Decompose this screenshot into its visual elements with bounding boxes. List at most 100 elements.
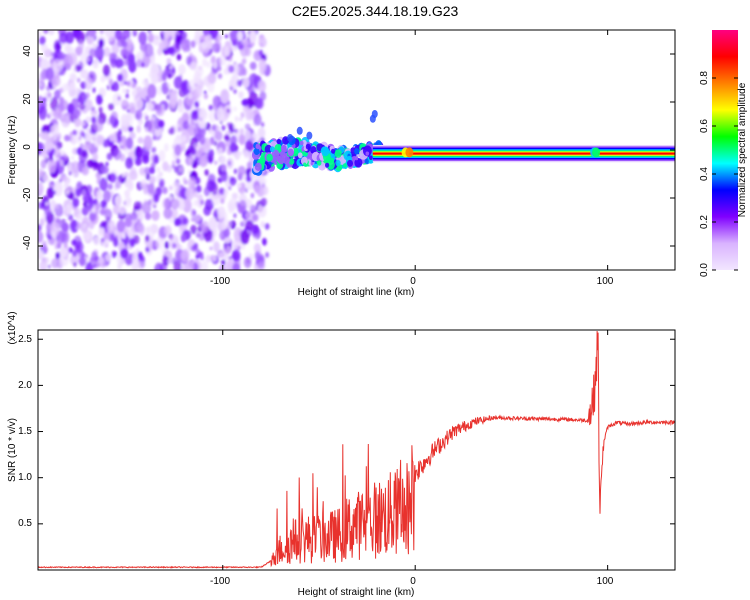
noise-blob (92, 152, 99, 162)
noise-blob (228, 124, 235, 134)
noise-blob (238, 91, 244, 99)
noise-blob (59, 96, 65, 104)
transition-blob (354, 158, 363, 168)
noise-blob (243, 256, 252, 269)
noise-blob (245, 175, 252, 183)
noise-blob (195, 254, 199, 260)
noise-blob (196, 151, 201, 158)
noise-blob (199, 135, 206, 145)
noise-blob (45, 201, 49, 206)
noise-blob (253, 113, 262, 126)
noise-blob (121, 172, 126, 178)
noise-blob (195, 232, 201, 238)
noise-blob (48, 159, 57, 174)
noise-blob (76, 77, 81, 83)
y-tick-label: 0 (22, 144, 33, 150)
noise-blob (119, 81, 125, 87)
noise-blob (164, 241, 170, 250)
noise-blob (78, 102, 86, 111)
noise-blob (42, 240, 47, 248)
snr-x-axis-label: Height of straight line (km) (298, 587, 415, 598)
noise-blob (108, 78, 114, 86)
noise-blob (102, 190, 111, 203)
noise-blob (251, 224, 260, 235)
noise-blob (177, 200, 185, 211)
noise-blob (93, 199, 97, 204)
noise-blob (113, 148, 122, 161)
noise-blob (250, 192, 255, 199)
snr-y-multiplier: (x10^4) (7, 311, 18, 344)
colorbar-tick-label: 0.2 (699, 215, 710, 229)
colorbar-ticks (712, 77, 738, 271)
noise-blob (148, 166, 156, 175)
noise-blob (144, 95, 151, 104)
noise-blob (136, 51, 145, 60)
noise-blob (40, 58, 50, 72)
noise-blob (122, 88, 127, 94)
noise-blob (123, 59, 128, 66)
noise-blob (91, 251, 98, 261)
noise-blob (163, 143, 169, 152)
noise-blob (38, 250, 44, 260)
noise-blob (98, 106, 103, 114)
noise-blob (141, 183, 147, 190)
noise-blob (72, 30, 82, 39)
transition-blob (255, 143, 261, 150)
noise-blob (210, 55, 216, 65)
noise-blob (48, 30, 55, 36)
transition-blob (300, 156, 308, 166)
noise-blob (168, 46, 175, 55)
transition-blob (277, 154, 286, 165)
noise-blob (214, 160, 218, 165)
noise-blob (153, 155, 160, 164)
noise-blob (93, 236, 100, 246)
noise-blob (94, 45, 105, 61)
carrier-band (372, 144, 675, 163)
transition-blob (310, 161, 314, 166)
noise-blob (120, 67, 124, 73)
noise-blob (89, 128, 96, 135)
noise-blob (133, 201, 142, 211)
transition-blob (253, 148, 260, 155)
noise-blob (179, 167, 183, 172)
noise-blob (164, 30, 172, 40)
noise-blob (61, 222, 69, 233)
noise-blob (115, 58, 124, 69)
noise-blob (82, 144, 86, 149)
noise-blob (44, 139, 55, 151)
transition-blob (305, 143, 311, 150)
noise-blob (238, 199, 247, 214)
noise-blob (218, 252, 224, 259)
noise-blob (101, 165, 109, 175)
transition-blob (350, 147, 356, 154)
x-tick-label: 100 (597, 276, 614, 287)
spectrogram-x-tick-labels: -100 0 100 (210, 276, 614, 287)
noise-blob (141, 62, 145, 68)
noise-blob (158, 149, 166, 162)
y-tick-label: -20 (22, 187, 33, 202)
noise-blob (117, 175, 122, 181)
noise-blob (154, 262, 164, 270)
y-tick-label: 2.0 (18, 380, 32, 391)
noise-blob (173, 181, 180, 193)
noise-blob (38, 133, 41, 138)
noise-blob (164, 68, 170, 77)
noise-blob (163, 207, 173, 220)
noise-blob (98, 38, 105, 48)
noise-blob (166, 164, 173, 173)
noise-blob (249, 30, 257, 44)
noise-blob (104, 208, 113, 220)
noise-blob (170, 198, 180, 210)
noise-blob (134, 97, 144, 110)
transition-blob (288, 158, 295, 165)
noise-blob (123, 227, 129, 234)
transition-blob (310, 146, 317, 154)
noise-blob (59, 32, 68, 44)
noise-blob (117, 136, 122, 144)
noise-blob (249, 61, 257, 70)
noise-blob (180, 233, 187, 243)
noise-blob (264, 223, 270, 230)
noise-blob (144, 166, 151, 175)
noise-blob (103, 46, 111, 57)
noise-blob (126, 89, 130, 93)
